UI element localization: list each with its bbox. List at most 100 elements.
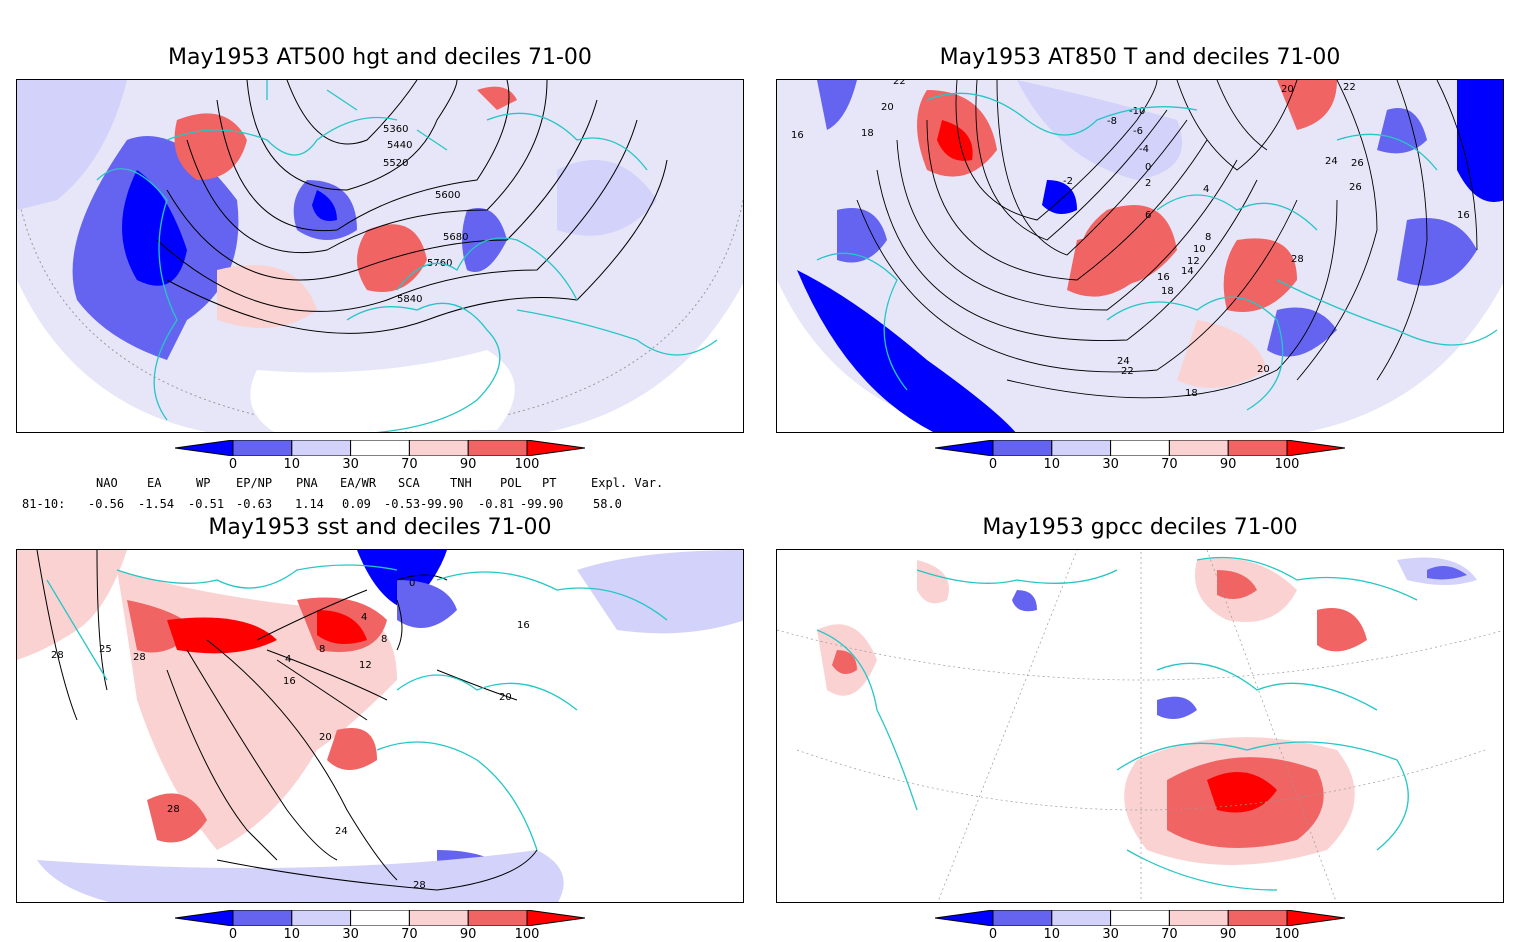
height-contours bbox=[156, 80, 668, 334]
index-header-sca: SCA bbox=[398, 476, 420, 490]
index-value-ea: -1.54 bbox=[138, 497, 175, 511]
graticule bbox=[777, 550, 1503, 902]
colorbar-swatch bbox=[408, 910, 469, 926]
contour-label: 4 bbox=[361, 612, 367, 623]
contour-label: 20 bbox=[1281, 84, 1294, 95]
contour-label: 5840 bbox=[397, 294, 422, 305]
colorbar-swatch bbox=[467, 440, 528, 456]
contour-label: -6 bbox=[1133, 126, 1143, 137]
index-header-explvar: Expl. Var. bbox=[591, 476, 664, 490]
colorbar-graphic bbox=[935, 910, 1345, 926]
contour-label: 5440 bbox=[387, 140, 412, 151]
colorbar-swatch-low bbox=[175, 440, 234, 456]
contour-label: 20 bbox=[319, 732, 332, 743]
contour-label: 22 bbox=[893, 80, 906, 87]
panel-title-hgt500: May1953 AT500 hgt and deciles 71-00 bbox=[168, 45, 592, 70]
index-header-epnp: EP/NP bbox=[236, 476, 273, 490]
index-value-eawr: 0.09 bbox=[342, 497, 371, 511]
colorbar-sst: 0 10 30 70 90 100 bbox=[175, 910, 585, 942]
colorbar-t850: 0 10 30 70 90 100 bbox=[935, 440, 1345, 472]
contour-label: 28 bbox=[167, 804, 180, 815]
contour-label: -10 bbox=[1129, 106, 1145, 117]
colorbar-tick-label: 10 bbox=[1043, 927, 1061, 942]
contour-label: 26 bbox=[1351, 158, 1364, 169]
contour-label: 16 bbox=[1157, 272, 1170, 283]
colorbar-tick-label: 100 bbox=[1274, 927, 1300, 942]
index-value-explvar: 58.0 bbox=[593, 497, 622, 511]
contour-label: 18 bbox=[1185, 388, 1198, 399]
contour-label: 20 bbox=[499, 692, 512, 703]
colorbar-tick-label: 10 bbox=[1043, 457, 1061, 472]
contour-label: -2 bbox=[1063, 176, 1073, 187]
contour-label: 12 bbox=[359, 660, 372, 671]
contour-label: 16 bbox=[517, 620, 530, 631]
contour-label: 18 bbox=[861, 128, 874, 139]
colorbar-tick-label: 70 bbox=[401, 457, 418, 472]
colorbar-swatch-low bbox=[935, 440, 994, 456]
colorbar-tick-label: 0 bbox=[988, 457, 998, 472]
colorbar-tick-label: 30 bbox=[342, 927, 359, 942]
contour-label: 28 bbox=[133, 652, 146, 663]
contour-label: 26 bbox=[1349, 182, 1362, 193]
index-header-nao: NAO bbox=[96, 476, 118, 490]
contour-label: 18 bbox=[1161, 286, 1174, 297]
contour-label: 12 bbox=[1187, 256, 1200, 267]
contour-label: 24 bbox=[1325, 156, 1338, 167]
index-value-epnp: -0.63 bbox=[236, 497, 273, 511]
contour-label: 0 bbox=[409, 578, 415, 589]
colorbar-tick-label: 10 bbox=[283, 927, 301, 942]
colorbar-swatch bbox=[992, 910, 1053, 926]
map-panel-sst: 28 25 28 0 4 8 12 16 20 24 28 28 16 20 4… bbox=[16, 549, 744, 903]
coastlines bbox=[96, 80, 718, 432]
colorbar-tick-label: 0 bbox=[988, 927, 998, 942]
colorbar-swatch bbox=[1110, 910, 1170, 926]
colorbar-swatch bbox=[1051, 440, 1112, 456]
colorbar-tick-label: 90 bbox=[1219, 927, 1237, 942]
contour-label: 2 bbox=[1145, 178, 1151, 189]
colorbar-swatch-low bbox=[935, 910, 994, 926]
map-panel-gpcc bbox=[776, 549, 1504, 903]
colorbar-tick-label: 100 bbox=[514, 457, 540, 472]
index-value-wp: -0.51 bbox=[188, 497, 225, 511]
colorbar-swatch bbox=[232, 910, 293, 926]
contour-label: 20 bbox=[1257, 364, 1270, 375]
decile-shading bbox=[17, 550, 743, 902]
map-panel-hgt500: 5360 5440 5520 5600 5680 5760 5840 bbox=[16, 79, 744, 433]
index-value-pol: -0.81 bbox=[478, 497, 515, 511]
contour-label: 28 bbox=[413, 880, 426, 891]
decile-shading bbox=[17, 80, 657, 432]
colorbar-tick-label: 30 bbox=[342, 457, 359, 472]
index-header-wp: WP bbox=[196, 476, 211, 490]
colorbar-swatch bbox=[1227, 910, 1288, 926]
index-header-pol: POL bbox=[500, 476, 522, 490]
colorbar-swatch bbox=[1110, 440, 1170, 456]
index-value-pna: 1.14 bbox=[295, 497, 324, 511]
colorbar-swatch-low bbox=[175, 910, 234, 926]
colorbar-tick-label: 10 bbox=[283, 457, 301, 472]
colorbar-swatch bbox=[1227, 440, 1288, 456]
contour-label: 16 bbox=[1457, 210, 1470, 221]
contour-label: 28 bbox=[51, 650, 64, 661]
contour-label: 22 bbox=[1343, 82, 1356, 93]
colorbar-swatch-high bbox=[526, 910, 585, 926]
contour-label: 5520 bbox=[383, 158, 408, 169]
colorbar-swatch bbox=[291, 440, 352, 456]
contour-label: 28 bbox=[1291, 254, 1304, 265]
coastlines bbox=[816, 92, 1498, 411]
colorbar-tick-label: 30 bbox=[1102, 457, 1119, 472]
colorbar-swatch bbox=[992, 440, 1053, 456]
colorbar-tick-label: 100 bbox=[1274, 457, 1300, 472]
decile-shading bbox=[797, 80, 1503, 432]
index-value-nao: -0.56 bbox=[88, 497, 125, 511]
colorbar-swatch-high bbox=[526, 440, 585, 456]
index-value-pt: -99.90 bbox=[520, 497, 564, 511]
colorbar-swatch bbox=[232, 440, 293, 456]
index-header-pt: PT bbox=[542, 476, 557, 490]
contour-label: 5360 bbox=[383, 124, 408, 135]
colorbar-tick-label: 70 bbox=[401, 927, 418, 942]
colorbar-graphic bbox=[175, 910, 585, 926]
colorbar-swatch bbox=[1168, 910, 1229, 926]
index-value-tnh: -99.90 bbox=[420, 497, 464, 511]
contour-label: 5680 bbox=[443, 232, 468, 243]
colorbar-swatch-high bbox=[1286, 440, 1345, 456]
